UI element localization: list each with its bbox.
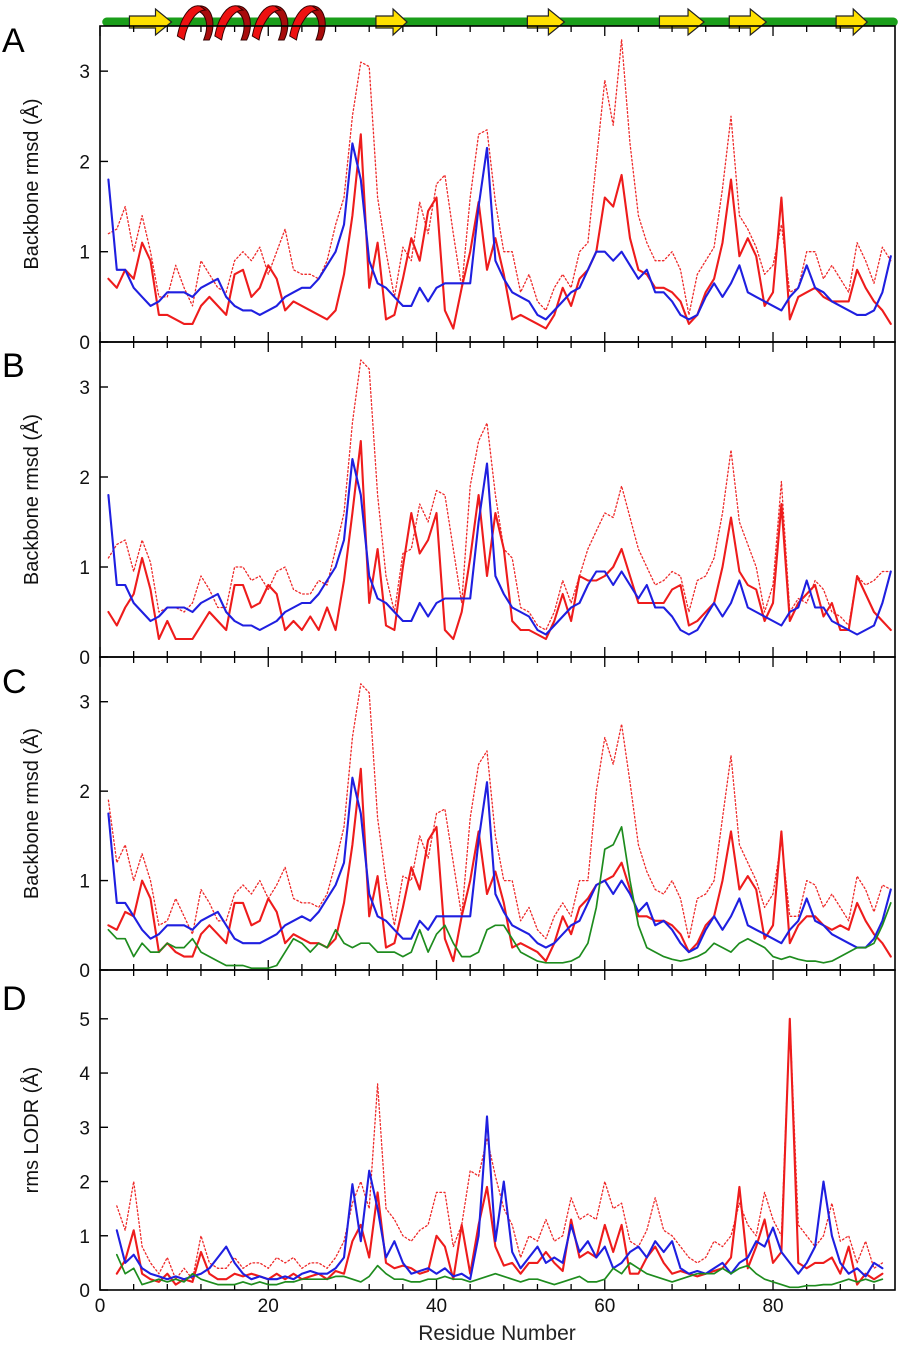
y-tick-label: 2 [79,782,90,803]
helix-front-face [176,5,208,41]
series-red-line [107,133,892,330]
series-red_dotted-dotted-line [116,1018,884,1280]
x-axis-label: Residue Number [418,1322,576,1345]
y-tick-label: 5 [79,1010,90,1031]
panel-frame [99,341,896,658]
y-tick-label: 0 [79,333,90,354]
strand-arrow-icon [658,7,705,37]
y-tick-label: 2 [79,1173,90,1194]
x-tick-label: 60 [594,1296,615,1317]
x-tick-label: 0 [95,1296,106,1317]
series-blue-line [107,457,892,636]
series-red_dotted-dotted-line [107,38,892,316]
helix-back-face [230,5,251,41]
x-tick-label: 20 [258,1296,279,1317]
panel-frame [99,656,896,971]
panels: A Backbone rmsd (Å) 0 1 2 3 B Backbone rmsd (Å)… [2,22,896,1317]
panel-frame [99,25,896,343]
y-tick-label: 4 [79,1064,90,1085]
strand-arrow-icon [835,7,869,37]
series-blue-line [107,142,892,321]
panel-frame [99,969,896,1291]
panel-label: D [2,980,27,1018]
strand-arrow-icon [526,7,566,37]
y-tick-label: 0 [79,1281,90,1302]
panel-b: B Backbone rmsd (Å) 0 1 2 3 [2,341,896,669]
y-axis-label: Backbone rmsd (Å) [20,728,43,899]
x-tick-label: 40 [426,1296,447,1317]
series-green-line [107,826,892,970]
y-tick-label: 0 [79,961,90,982]
x-tick-label: 80 [762,1296,783,1317]
y-tick-label: 2 [79,468,90,489]
series-blue-line [107,776,892,954]
y-tick-label: 3 [79,693,90,714]
helix-back-face [305,5,326,41]
panel-c: C Backbone rmsd (Å) 0 1 2 3 [2,656,896,982]
y-tick-label: 3 [79,62,90,83]
strand-arrow-icon [375,7,408,37]
panel-label: A [2,22,25,60]
series-green-line [115,1253,884,1289]
y-axis-label: Backbone rmsd (Å) [20,98,43,269]
y-tick-label: 1 [79,1227,90,1248]
series-red-line [107,767,892,963]
panel-label: B [2,347,25,385]
helix-front-face [251,5,282,41]
series-red-line [115,1017,884,1286]
x-tick-labels: 0 20 40 60 80 [95,1296,784,1317]
y-tick-label: 3 [79,378,90,399]
strand-arrow-icon [128,7,173,37]
y-tick-label: 2 [79,152,90,173]
strand-arrow-icon [728,7,768,37]
y-axis-label: rms LODR (Å) [20,1067,43,1194]
y-tick-label: 1 [79,243,90,264]
panel-label: C [2,663,27,701]
helix-ribbon-icon [176,5,326,41]
panel-a: A Backbone rmsd (Å) 0 1 2 3 [2,22,896,354]
helix-back-face [193,5,214,41]
series-red_dotted-dotted-line [107,683,892,940]
series-red-line [107,439,892,641]
series-blue-line [115,1115,884,1281]
secondary-structure-topology [102,5,898,41]
y-axis-label: Backbone rmsd (Å) [20,414,43,585]
helix-back-face [268,5,289,41]
y-tick-label: 1 [79,872,90,893]
helix-front-face [214,5,245,41]
y-tick-label: 0 [79,648,90,669]
y-tick-label: 1 [79,558,90,579]
y-tick-label: 3 [79,1118,90,1139]
helix-front-face [289,5,320,41]
